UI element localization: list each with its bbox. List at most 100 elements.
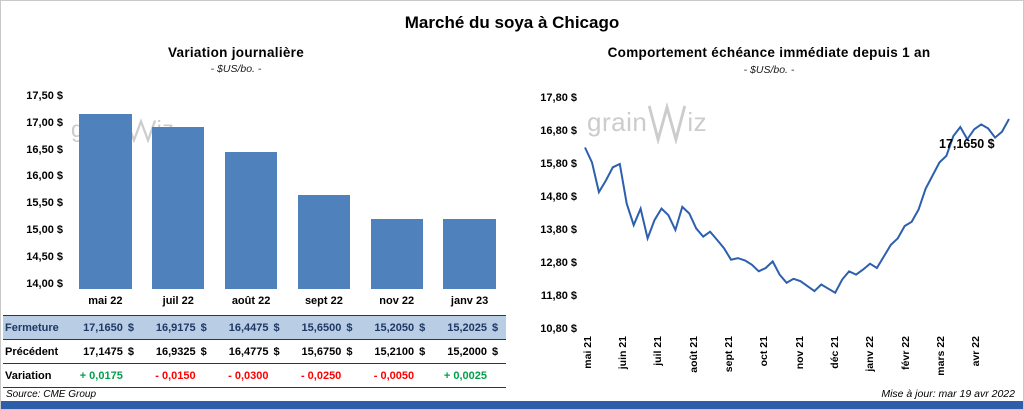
- category-label: janv 23: [450, 295, 489, 307]
- month-label: juil 21: [652, 336, 665, 366]
- currency-symbol: $: [491, 321, 499, 334]
- y-tick-label: 17,50 $: [26, 90, 63, 102]
- category-label: nov 22: [379, 295, 415, 307]
- watermark-zigzag-icon: [648, 101, 687, 144]
- table-row-variation: Variation + 0,0175 - 0,0150 - 0,0300 - 0,025…: [3, 364, 506, 388]
- last-price-annotation: 17,1650 $: [939, 137, 995, 151]
- month-label: juin 21: [617, 336, 629, 370]
- line-chart-plot: grain iz: [584, 98, 1010, 329]
- y-tick-label: 17,00 $: [26, 116, 63, 129]
- line-chart-y-axis: 17,80 $ 16,80 $ 15,80 $ 14,80 $ 13,80 $ 12,80…: [515, 92, 577, 335]
- currency-symbol: $: [273, 321, 280, 334]
- month-label: sept 21: [723, 336, 735, 373]
- currency-symbol: $: [127, 345, 134, 358]
- currency-symbol: $: [200, 321, 207, 334]
- source-note: Source: CME Group: [6, 389, 97, 400]
- cell-value: + 0,0025: [443, 369, 487, 382]
- y-tick-label: 14,80 $: [540, 191, 577, 203]
- variation-cell: - 0,0050: [360, 370, 433, 382]
- cell-value: 17,1475: [83, 345, 123, 358]
- bar-mai-22: [79, 113, 132, 289]
- y-tick-label: 17,80 $: [540, 92, 577, 104]
- y-tick-label: 12,80 $: [540, 257, 577, 269]
- line-chart-title: Comportement échéance immédiate depuis 1…: [607, 45, 931, 60]
- month-label: déc 21: [829, 336, 841, 369]
- currency-symbol: [346, 370, 360, 382]
- bar-nov-22: [370, 219, 423, 289]
- month-label: août 21: [687, 336, 700, 373]
- currency-symbol: $: [200, 345, 207, 358]
- table-row-fermeture: Fermeture 17,1650 $16,9175 $16,4475 $15,6500…: [3, 316, 506, 340]
- cell-value: - 0,0300: [228, 369, 269, 382]
- price-line: [584, 118, 1010, 295]
- bar-chart-title: Variation journalière: [167, 45, 305, 60]
- cell-value: 16,4475: [228, 321, 269, 334]
- price-cell: 16,4775 $: [215, 346, 288, 358]
- bar-chart-y-axis: 17,50 $ 17,00 $ 16,50 $ 16,00 $ 15,50 $ 15,00…: [3, 90, 63, 290]
- cell-value: - 0,0250: [300, 369, 342, 382]
- y-tick-label: 10,80 $: [540, 323, 577, 335]
- bar-juil-22: [152, 127, 205, 289]
- currency-symbol: $: [346, 321, 353, 334]
- cell-value: 15,2025: [447, 321, 487, 334]
- bar-août-22: [224, 152, 278, 289]
- update-note: Mise à jour: mar 19 avr 2022: [881, 388, 1015, 400]
- cell-value: 16,9175: [155, 321, 196, 334]
- y-tick-label: 15,50 $: [26, 197, 63, 210]
- table-row-precedent: Précédent 17,1475 $16,9325 $ 16,4775 $15,6750…: [3, 340, 506, 364]
- currency-symbol: $: [419, 345, 426, 358]
- y-tick-label: 14,00 $: [26, 277, 63, 290]
- currency-symbol: [128, 370, 142, 382]
- price-cell: 15,2050 $: [360, 322, 433, 334]
- cell-value: 15,6750: [301, 345, 342, 358]
- y-tick-label: 11,80 $: [540, 290, 577, 302]
- currency-symbol: $: [346, 345, 353, 358]
- currency-symbol: $: [127, 321, 134, 334]
- cell-value: 15,2000: [447, 345, 487, 358]
- cell-value: - 0,0150: [155, 369, 196, 382]
- price-cell: 16,4475 $: [215, 322, 288, 334]
- price-cell: 17,1475 $: [69, 346, 142, 358]
- bar-chart-x-labels: mai 22 juil 22 août 22 sept 22 nov 22 janv 23: [69, 295, 506, 310]
- cell-value: - 0,0050: [373, 369, 415, 382]
- variation-cell: + 0,0025: [433, 370, 506, 382]
- price-cell: 15,2100 $: [360, 346, 433, 358]
- cell-value: 17,1650: [83, 321, 123, 334]
- y-tick-label: 13,80 $: [540, 224, 577, 236]
- currency-symbol: [492, 370, 506, 382]
- cell-value: 15,2100: [374, 345, 415, 358]
- currency-symbol: [419, 370, 433, 382]
- currency-symbol: $: [273, 345, 280, 358]
- y-tick-label: 14,50 $: [26, 250, 63, 263]
- price-cell: 15,6750 $: [287, 346, 360, 358]
- y-tick-label: 16,00 $: [26, 170, 63, 183]
- bar-janv-23: [443, 219, 496, 289]
- page-title: Marché du soya à Chicago: [404, 13, 620, 32]
- price-cell: 15,2025 $: [433, 322, 506, 334]
- cell-value: + 0,0175: [79, 369, 123, 382]
- category-label: août 22: [231, 295, 271, 307]
- row-label: Variation: [5, 369, 52, 382]
- line-chart-subtitle: - $US/bo. -: [743, 64, 795, 76]
- cell-value: 15,2050: [374, 321, 415, 334]
- bar-chart-plot: grain iz: [69, 96, 506, 289]
- grainwiz-watermark: grain iz: [587, 100, 707, 144]
- category-label: sept 22: [304, 295, 343, 307]
- row-label: Précédent: [5, 345, 59, 358]
- y-tick-label: 16,50 $: [26, 143, 63, 156]
- price-cell: 17,1650 $: [69, 322, 142, 334]
- category-label: juil 22: [162, 295, 194, 307]
- price-cell: 16,9325 $: [142, 346, 215, 358]
- currency-symbol: [273, 370, 287, 382]
- line-chart-x-labels: mai 21 juin 21 juil 21 août 21 sept 21 oct 21…: [582, 334, 1009, 392]
- price-cell: 16,9175 $: [142, 322, 215, 334]
- y-tick-label: 15,80 $: [540, 158, 577, 170]
- month-label: janv 22: [864, 336, 877, 372]
- cell-value: 16,4775: [228, 345, 269, 358]
- price-cell: 15,2000 $: [433, 346, 506, 358]
- currency-symbol: [201, 370, 215, 382]
- cell-value: 15,6500: [301, 321, 342, 334]
- month-label: mars 22: [935, 336, 947, 376]
- watermark-text: iz: [687, 106, 708, 137]
